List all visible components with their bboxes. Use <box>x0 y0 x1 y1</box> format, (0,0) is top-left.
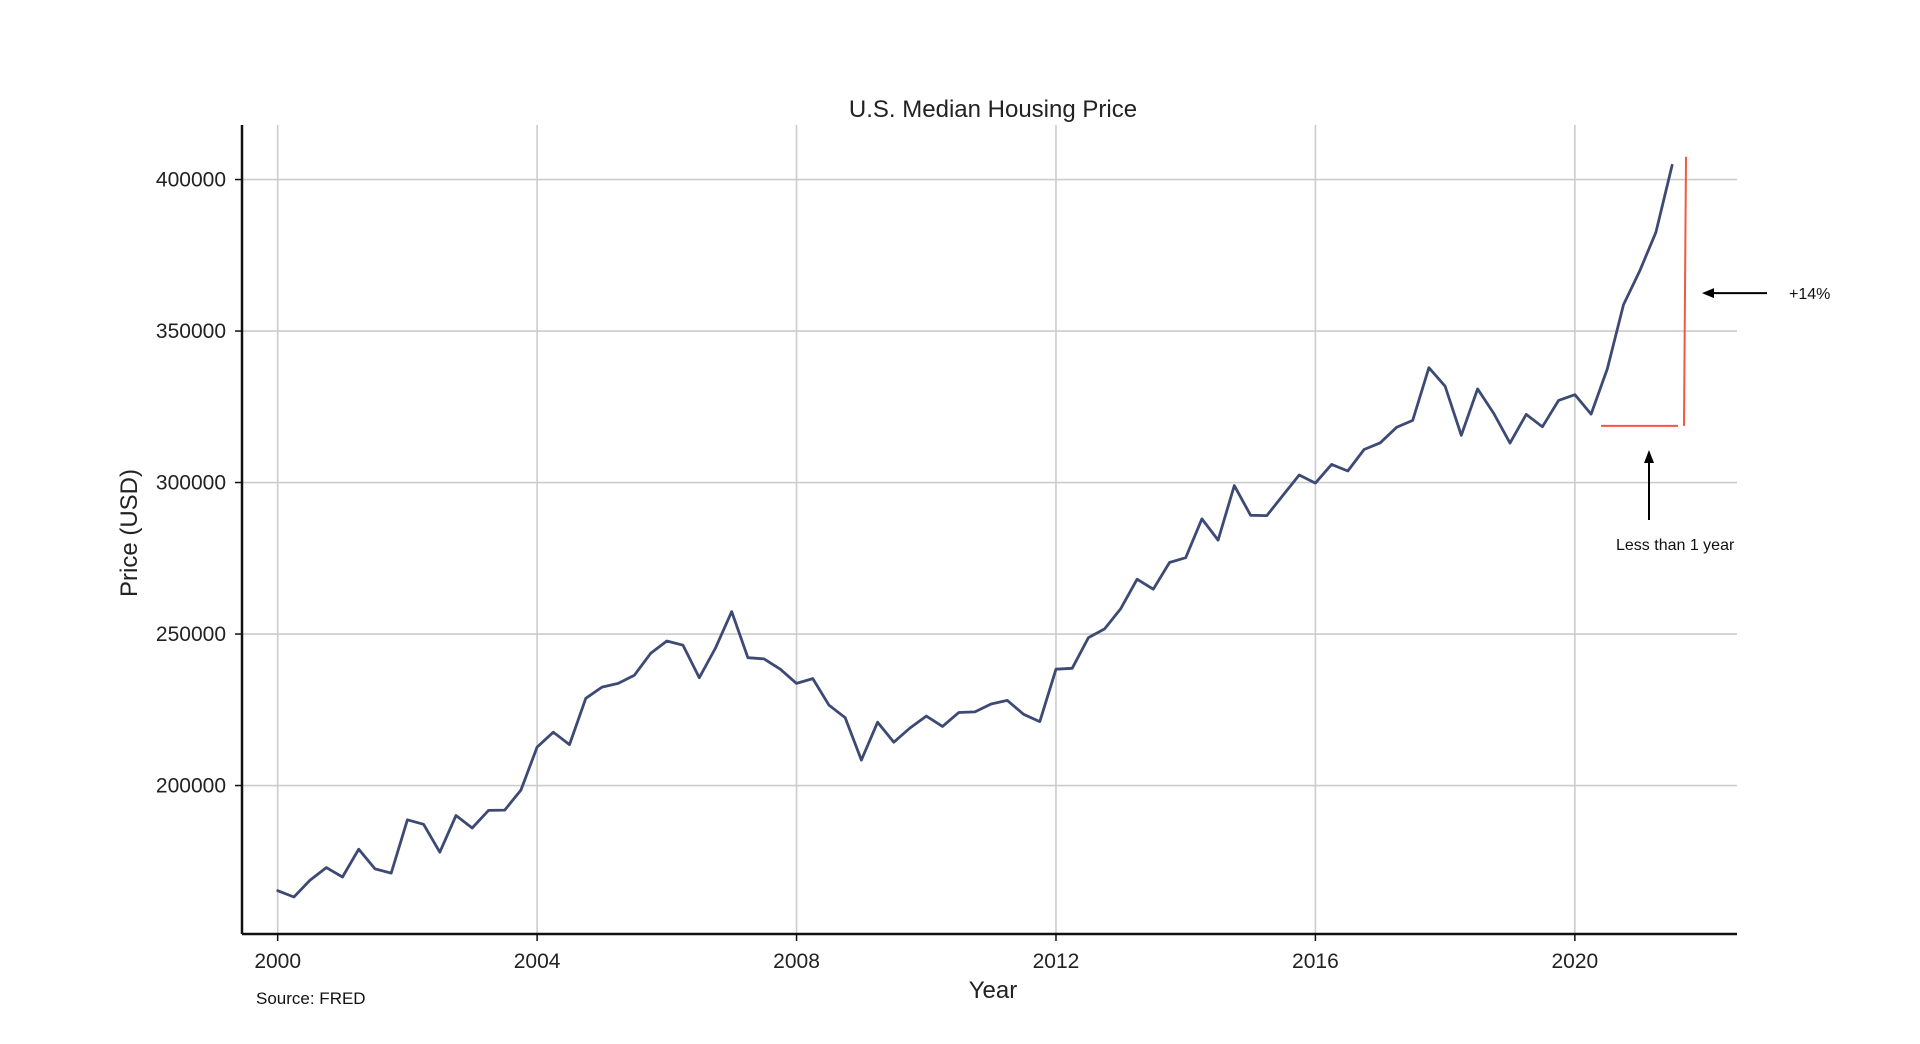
source-note: Source: FRED <box>256 989 366 1008</box>
y-tick-label: 300000 <box>156 472 226 495</box>
x-tick-label: 2020 <box>1551 950 1598 973</box>
x-tick-label: 2000 <box>254 950 301 973</box>
x-tick-label: 2008 <box>773 950 820 973</box>
annotation-arrowhead-left <box>1702 288 1714 299</box>
x-axis-label: Year <box>969 977 1018 1004</box>
y-tick-label: 200000 <box>156 775 226 798</box>
chart-title: U.S. Median Housing Price <box>849 96 1137 123</box>
annotation-vertical-line <box>1683 156 1687 426</box>
y-tick-label: 250000 <box>156 623 226 646</box>
grid <box>242 125 1737 934</box>
annotation-pct-label: +14% <box>1789 286 1830 303</box>
axes: 2000 2004 2008 2012 2016 2020 200000 250000 3000… <box>156 125 1737 973</box>
y-axis-label: Price (USD) <box>116 469 143 597</box>
y-tick-label: 400000 <box>156 169 226 192</box>
annotation-arrowhead-up <box>1644 450 1654 463</box>
y-tick-label: 350000 <box>156 320 226 343</box>
data-lines <box>276 163 1674 899</box>
series-line <box>276 163 1674 899</box>
x-tick-label: 2012 <box>1033 950 1080 973</box>
x-tick-label: 2004 <box>514 950 561 973</box>
x-tick-label: 2016 <box>1292 950 1339 973</box>
annotations: +14% Less than 1 year <box>1601 156 1830 554</box>
annotation-period-label: Less than 1 year <box>1616 537 1735 554</box>
